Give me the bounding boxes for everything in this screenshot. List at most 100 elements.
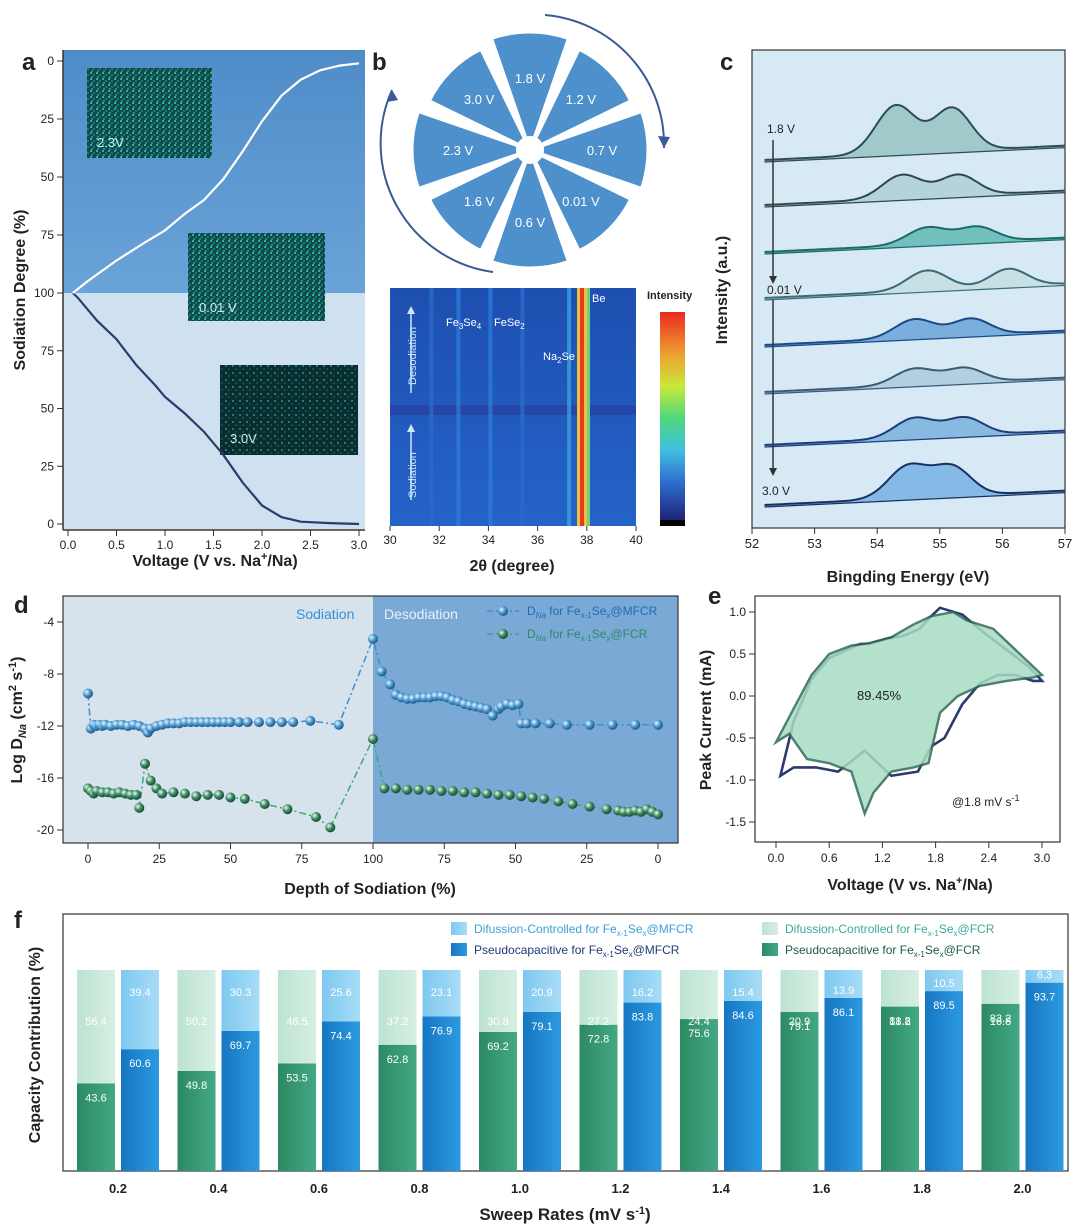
x-tick-label: 54: [870, 536, 884, 551]
bar-value-label: 13.9: [833, 985, 854, 997]
x-tick-label: 0.5: [108, 538, 125, 552]
panel-f: f Difussion-Controlled for Fex-1Sex@MFCR…: [14, 907, 1069, 1224]
data-point: [191, 791, 202, 802]
rotation-arrowhead: [658, 136, 670, 148]
y-tick-label: -20: [37, 823, 55, 837]
bar-diffusion-fcr: [881, 970, 919, 1007]
bar-diffusion-fcr: [479, 970, 517, 1032]
x-tick-label: 0.8: [410, 1181, 428, 1196]
colorbar-label: Intensity: [647, 290, 693, 302]
spectrum-envelope: [764, 366, 1066, 393]
data-point: [390, 783, 401, 794]
data-point: [311, 812, 321, 822]
phase-label: Na2Se: [543, 351, 575, 365]
spectrum-envelope: [764, 317, 1066, 346]
data-point: [470, 787, 481, 798]
diffraction-stripe: [488, 288, 493, 526]
data-point: [225, 717, 236, 728]
spectrum-envelope: [764, 173, 1066, 206]
data-point: [653, 719, 663, 730]
panel-d-ylabel: Log DNa (cm2 s-1): [7, 657, 29, 784]
panel-d-xlabel: Depth of Sodiation (%): [284, 881, 456, 898]
bar-diffusion-mfcr: [824, 970, 863, 998]
data-point: [539, 793, 549, 804]
x-tick-label: 2.4: [980, 851, 997, 865]
panel-e-ylabel: Peak Current (mA): [698, 650, 715, 790]
petal-label: 0.01 V: [562, 194, 600, 209]
data-point: [653, 809, 663, 820]
panel-e-xlabel: Voltage (V vs. Na+/Na): [827, 875, 992, 894]
spectrum-baseline: [764, 332, 1066, 348]
x-tick-label: 1.2: [874, 851, 891, 865]
desodiation-label: Desodiation: [407, 327, 419, 385]
data-point: [584, 801, 595, 812]
bar-pseudocapacitive-fcr: [981, 1003, 1020, 1171]
x-tick-label: 36: [531, 533, 545, 547]
data-point: [553, 796, 564, 807]
bar-value-label: 27.2: [588, 1016, 609, 1028]
data-point: [368, 734, 378, 744]
petal-label: 0.6 V: [515, 215, 546, 230]
petal: [410, 109, 535, 191]
spectrum-baseline: [764, 239, 1066, 255]
colorbar: [660, 312, 685, 524]
diffraction-stripe: [567, 288, 572, 526]
y-tick-label: -0.5: [725, 731, 746, 745]
bar-value-label: 18.2: [889, 1016, 910, 1028]
bar-value-label: 69.7: [230, 1040, 251, 1052]
y-tick-label: 25: [41, 459, 55, 473]
data-point: [436, 786, 447, 796]
bar-value-label: 46.5: [286, 1016, 307, 1028]
bar-value-label: 20.9: [531, 987, 552, 999]
petal: [526, 146, 633, 253]
x-tick-label: 0.2: [109, 1181, 127, 1196]
bar-value-label: 56.4: [85, 1016, 106, 1028]
x-tick-label: 1.6: [812, 1181, 830, 1196]
scan-rate-label: @1.8 mV s-1: [952, 793, 1020, 809]
data-point: [234, 717, 245, 728]
bar-value-label: 37.2: [387, 1016, 408, 1028]
data-point: [630, 719, 641, 730]
diffraction-stripe: [429, 288, 434, 526]
data-point: [561, 719, 572, 730]
bar-value-label: 49.8: [186, 1080, 207, 1092]
spectrum-envelope: [764, 462, 1066, 506]
data-point: [504, 789, 515, 800]
y-tick-label: 0.0: [729, 689, 746, 703]
spectrum-envelope: [764, 416, 1066, 446]
data-point: [493, 789, 504, 800]
panel-d: d Sodiation Desodiation DNa for Fex-1Sex…: [7, 592, 679, 898]
data-point: [482, 788, 492, 799]
peak-stripe: [580, 288, 584, 526]
data-point: [487, 710, 498, 721]
data-point: [379, 783, 390, 794]
spectrum-envelope: [764, 103, 1066, 161]
petal: [489, 30, 571, 155]
panel-b-xlabel: 2θ (degree): [469, 558, 554, 575]
spectrum-fill: [764, 417, 1065, 447]
data-point: [242, 717, 253, 728]
x-tick-label: 40: [629, 533, 643, 547]
data-point: [168, 787, 179, 798]
bar-diffusion-fcr: [278, 970, 316, 1064]
data-point: [601, 804, 612, 815]
x-tick-label: 1.5: [205, 538, 222, 552]
spectrum-fill: [764, 174, 1065, 207]
bar-value-label: 43.6: [85, 1092, 106, 1104]
spectrum-fill: [764, 318, 1065, 347]
panel-b: b 1.8 V 1.2 V 0.7 V 0.01 V 0.6 V 1.6 V 2.3 V 3.…: [372, 14, 693, 575]
data-point: [567, 799, 578, 809]
bar-value-label: 76.9: [431, 1025, 452, 1037]
x-tick-label: 1.0: [157, 538, 174, 552]
bar-pseudocapacitive-mfcr: [724, 1000, 762, 1171]
petal-label: 0.7 V: [587, 143, 618, 158]
y-tick-label: 100: [34, 286, 54, 300]
y-tick-label: -8: [43, 667, 54, 681]
bar-diffusion-fcr: [378, 970, 417, 1045]
petal-label: 1.6 V: [464, 194, 495, 209]
data-point: [265, 717, 276, 728]
spectrum-baseline: [764, 147, 1066, 163]
x-tick-label: 56: [995, 536, 1009, 551]
bar-pseudocapacitive-fcr: [278, 1063, 316, 1171]
data-point: [447, 786, 458, 796]
